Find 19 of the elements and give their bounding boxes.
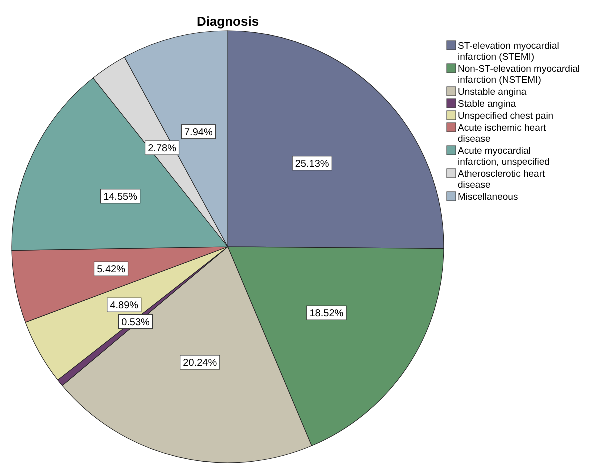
data-label: 18.52% — [310, 308, 344, 320]
legend-label: Miscellaneous — [458, 192, 518, 203]
data-label: 25.13% — [295, 158, 330, 170]
data-label: 2.78% — [148, 144, 177, 155]
legend-label: Unspecified chest pain — [458, 111, 554, 122]
chart-title: Diagnosis — [196, 14, 260, 29]
legend-label: Atherosclerotic heart disease — [458, 169, 546, 191]
data-label: 4.89% — [110, 300, 139, 312]
legend-label: ST-elevation myocardial infarction (STEMI) — [458, 41, 560, 63]
data-label: 5.42% — [97, 264, 126, 276]
legend-label: Unstable angina — [458, 87, 528, 98]
legend-label: Non-ST-elevation myocardial infarction (NSTEMI) — [458, 64, 580, 86]
legend-label: Acute myocardial infarction, unspecified — [458, 146, 550, 168]
data-label: 7.94% — [184, 127, 213, 138]
legend-label: Stable angina — [458, 99, 517, 110]
data-label: 0.53% — [122, 317, 150, 328]
data-label: 20.24% — [183, 358, 218, 369]
legend-label: Acute ischemic heart disease — [458, 123, 547, 145]
data-label: 14.55% — [104, 192, 138, 203]
